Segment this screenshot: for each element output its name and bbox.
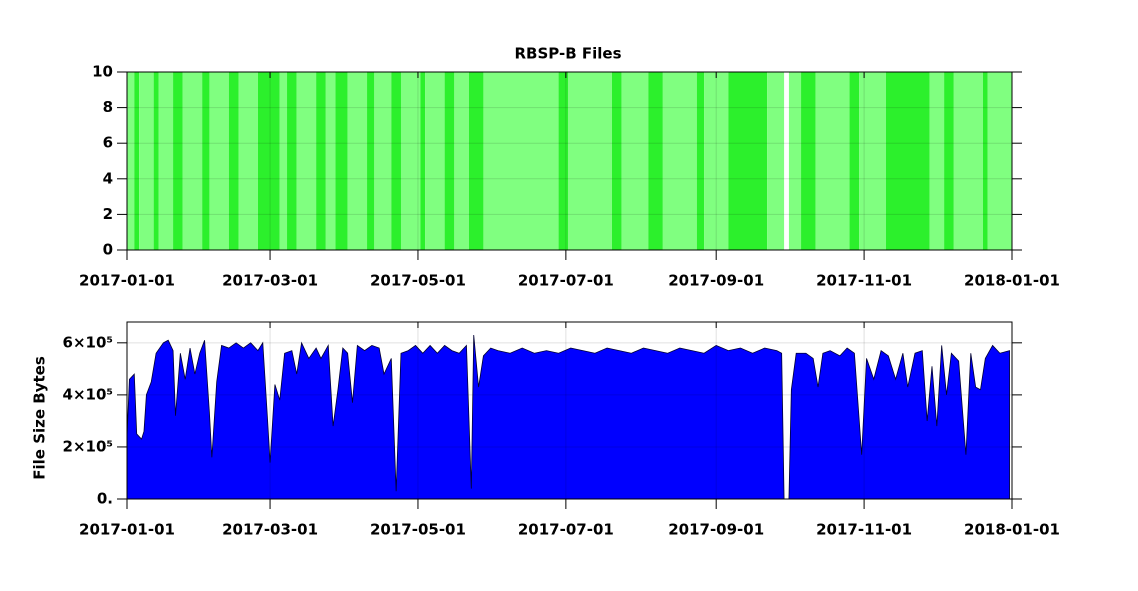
bar bbox=[849, 72, 860, 250]
bar bbox=[696, 72, 705, 250]
bar bbox=[153, 72, 159, 250]
bar bbox=[238, 72, 258, 250]
bar bbox=[158, 72, 174, 250]
bar bbox=[859, 72, 886, 250]
bar bbox=[648, 72, 663, 250]
bar bbox=[202, 72, 210, 250]
y-tick-label: 6 bbox=[103, 134, 113, 152]
y-tick-label: 6×10⁵ bbox=[63, 333, 113, 351]
bar bbox=[815, 72, 850, 250]
x-tick-label: 2017-03-01 bbox=[222, 272, 318, 290]
bar bbox=[367, 72, 375, 250]
bar bbox=[325, 72, 336, 250]
x-tick-label: 2018-01-01 bbox=[964, 272, 1060, 290]
x-tick-label: 2017-09-01 bbox=[668, 521, 764, 539]
bar bbox=[788, 72, 802, 250]
bar bbox=[568, 72, 612, 250]
bar bbox=[801, 72, 816, 250]
bar bbox=[420, 72, 426, 250]
x-tick-label: 2017-07-01 bbox=[518, 272, 614, 290]
bar bbox=[987, 72, 1012, 250]
x-tick-label: 2018-01-01 bbox=[964, 521, 1060, 539]
bar bbox=[228, 72, 239, 250]
y-tick-label: 0 bbox=[103, 241, 113, 259]
x-tick-label: 2017-11-01 bbox=[816, 521, 912, 539]
bar bbox=[454, 72, 469, 250]
x-tick-label: 2017-01-01 bbox=[79, 521, 175, 539]
bar bbox=[704, 72, 729, 250]
bar bbox=[621, 72, 649, 250]
bar bbox=[944, 72, 954, 250]
x-tick-label: 2017-11-01 bbox=[816, 272, 912, 290]
bar bbox=[728, 72, 768, 250]
y-tick-label: 2×10⁵ bbox=[63, 437, 113, 455]
bar bbox=[257, 72, 280, 250]
bar bbox=[182, 72, 203, 250]
bar bbox=[662, 72, 697, 250]
y-axis-label: File Size Bytes bbox=[31, 356, 49, 480]
bar bbox=[347, 72, 368, 250]
bar bbox=[558, 72, 569, 250]
y-tick-label: 4 bbox=[103, 169, 113, 187]
bar bbox=[468, 72, 484, 250]
bar bbox=[335, 72, 348, 250]
y-tick-label: 8 bbox=[103, 98, 113, 116]
bar bbox=[982, 72, 988, 250]
bar bbox=[400, 72, 421, 250]
y-tick-label: 10 bbox=[92, 63, 113, 81]
x-tick-label: 2017-05-01 bbox=[370, 272, 466, 290]
x-tick-label: 2017-03-01 bbox=[222, 521, 318, 539]
x-tick-label: 2017-05-01 bbox=[370, 521, 466, 539]
x-tick-label: 2017-07-01 bbox=[518, 521, 614, 539]
bar bbox=[127, 72, 135, 250]
bar bbox=[316, 72, 326, 250]
bar bbox=[209, 72, 229, 250]
plot-frame bbox=[126, 71, 1013, 251]
bar bbox=[444, 72, 455, 250]
bar bbox=[287, 72, 297, 250]
bar bbox=[483, 72, 559, 250]
area bbox=[126, 334, 1010, 500]
bar bbox=[425, 72, 445, 250]
y-tick-label: 0. bbox=[97, 490, 113, 508]
bar bbox=[767, 72, 785, 250]
y-tick-label: 2 bbox=[103, 205, 113, 223]
bar bbox=[953, 72, 983, 250]
chart-title: RBSP-B Files bbox=[514, 45, 621, 63]
plot-frame bbox=[126, 321, 1013, 500]
x-tick-label: 2017-01-01 bbox=[79, 272, 175, 290]
bar bbox=[173, 72, 183, 250]
bar bbox=[279, 72, 288, 250]
bar bbox=[929, 72, 945, 250]
bar bbox=[134, 72, 140, 250]
bar bbox=[885, 72, 930, 250]
bar bbox=[139, 72, 154, 250]
x-tick-label: 2017-09-01 bbox=[668, 272, 764, 290]
bar bbox=[611, 72, 622, 250]
bar bbox=[296, 72, 317, 250]
y-tick-label: 4×10⁵ bbox=[63, 385, 113, 403]
bar bbox=[374, 72, 392, 250]
bar bbox=[391, 72, 401, 250]
